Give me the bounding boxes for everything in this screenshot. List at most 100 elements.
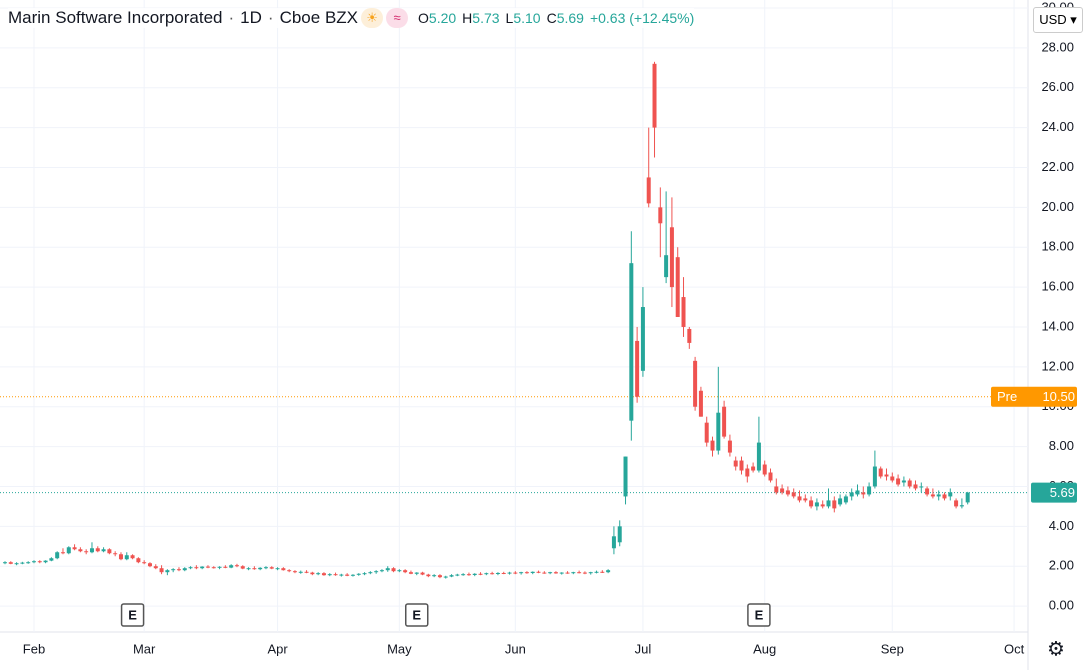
- candle-body: [350, 574, 355, 576]
- candle-body: [200, 566, 205, 569]
- candle-body: [426, 574, 431, 577]
- y-tick-label: 28.00: [1041, 39, 1074, 54]
- candle-body: [43, 560, 48, 563]
- candle-body: [449, 575, 454, 577]
- candle-body: [217, 566, 222, 568]
- candle-body: [762, 464, 767, 475]
- candle-body: [321, 573, 326, 576]
- candle-body: [374, 571, 379, 573]
- x-tick-label: May: [387, 641, 412, 656]
- candle-body: [275, 568, 280, 570]
- candle-body: [333, 574, 338, 576]
- earnings-marker[interactable]: [404, 603, 429, 627]
- candle-body: [397, 570, 402, 572]
- candle-body: [339, 574, 344, 576]
- currency-button[interactable]: USD ▾: [1033, 7, 1083, 33]
- candle-body: [704, 422, 709, 443]
- candle-body: [495, 572, 500, 574]
- candle-body: [617, 526, 622, 543]
- candle-body: [536, 571, 541, 573]
- candle-body: [820, 504, 825, 507]
- candle-body: [472, 573, 477, 575]
- earnings-marker[interactable]: [120, 603, 145, 627]
- candle-body: [66, 547, 71, 554]
- candle-body: [809, 500, 814, 507]
- candle-body: [803, 498, 808, 501]
- candle-body: [107, 549, 112, 554]
- candle-body: [281, 568, 286, 571]
- extended-hours-icon[interactable]: ≈: [386, 8, 409, 28]
- ohlc-label: C: [546, 10, 557, 26]
- candle-body: [89, 548, 94, 553]
- candle-body: [774, 486, 779, 493]
- candle-body: [171, 569, 176, 571]
- ohlc-label: H: [462, 10, 473, 26]
- candle-body: [884, 474, 889, 477]
- market-status-icon[interactable]: ☀: [361, 8, 384, 28]
- candle-body: [669, 227, 674, 288]
- candle-body: [478, 573, 483, 575]
- candle-body: [756, 442, 761, 471]
- candle-body: [292, 571, 297, 573]
- earnings-marker[interactable]: [747, 603, 771, 627]
- candle-body: [391, 568, 396, 572]
- earnings-label: E: [755, 607, 764, 622]
- candle-body: [959, 505, 964, 507]
- candle-body: [403, 570, 408, 573]
- candle-body: [165, 570, 170, 573]
- candle-body: [414, 572, 419, 574]
- candle-body: [600, 571, 605, 573]
- candle-body: [130, 555, 135, 559]
- candle-body: [606, 570, 611, 573]
- candle-body: [159, 568, 164, 573]
- ohlc-label: L: [505, 10, 514, 26]
- candle-body: [223, 566, 228, 568]
- settings-icon[interactable]: ⚙: [1047, 638, 1065, 660]
- candle-body: [55, 552, 60, 559]
- candle-body: [252, 568, 257, 570]
- candle-body: [443, 576, 448, 578]
- candle-body: [524, 572, 529, 574]
- candle-body: [594, 571, 599, 573]
- y-tick-label: 0.00: [1049, 598, 1074, 613]
- candle-body: [136, 558, 141, 563]
- candle-body: [2, 562, 7, 564]
- ohlc-value: 5.69: [556, 10, 584, 26]
- candle-body: [559, 572, 564, 574]
- candle-body: [287, 570, 292, 572]
- candle-body: [710, 440, 715, 451]
- candle-body: [298, 571, 303, 573]
- candle-body: [385, 568, 390, 571]
- candle-body: [548, 572, 553, 574]
- y-tick-label: 4.00: [1049, 518, 1074, 533]
- candle-body: [954, 500, 959, 507]
- candle-body: [861, 492, 866, 495]
- symbol-title: Marin Software Incorporated: [8, 8, 223, 27]
- candle-body: [553, 572, 558, 574]
- interval[interactable]: 1D: [240, 8, 262, 27]
- candle-body: [577, 572, 582, 574]
- candle-body: [623, 456, 628, 497]
- candle-body: [205, 566, 210, 568]
- candle-body: [507, 572, 512, 574]
- candle-body: [925, 488, 930, 495]
- earnings-label: E: [412, 607, 421, 622]
- candle-body: [739, 460, 744, 471]
- candle-body: [408, 572, 413, 574]
- header: Marin Software Incorporated · 1D · Cboe BZ…: [8, 8, 695, 28]
- candle-body: [269, 567, 274, 569]
- candle-body: [675, 257, 680, 317]
- candle-body: [571, 572, 576, 574]
- candle-body: [930, 494, 935, 497]
- candle-body: [461, 574, 466, 576]
- candle-body: [948, 492, 953, 497]
- x-tick-label: Jul: [635, 641, 652, 656]
- x-tick-label: Aug: [753, 641, 776, 656]
- candle-body: [49, 558, 54, 561]
- candle-body: [838, 498, 843, 505]
- candle-body: [640, 307, 645, 371]
- candle-body: [664, 255, 669, 278]
- candle-body: [60, 552, 65, 554]
